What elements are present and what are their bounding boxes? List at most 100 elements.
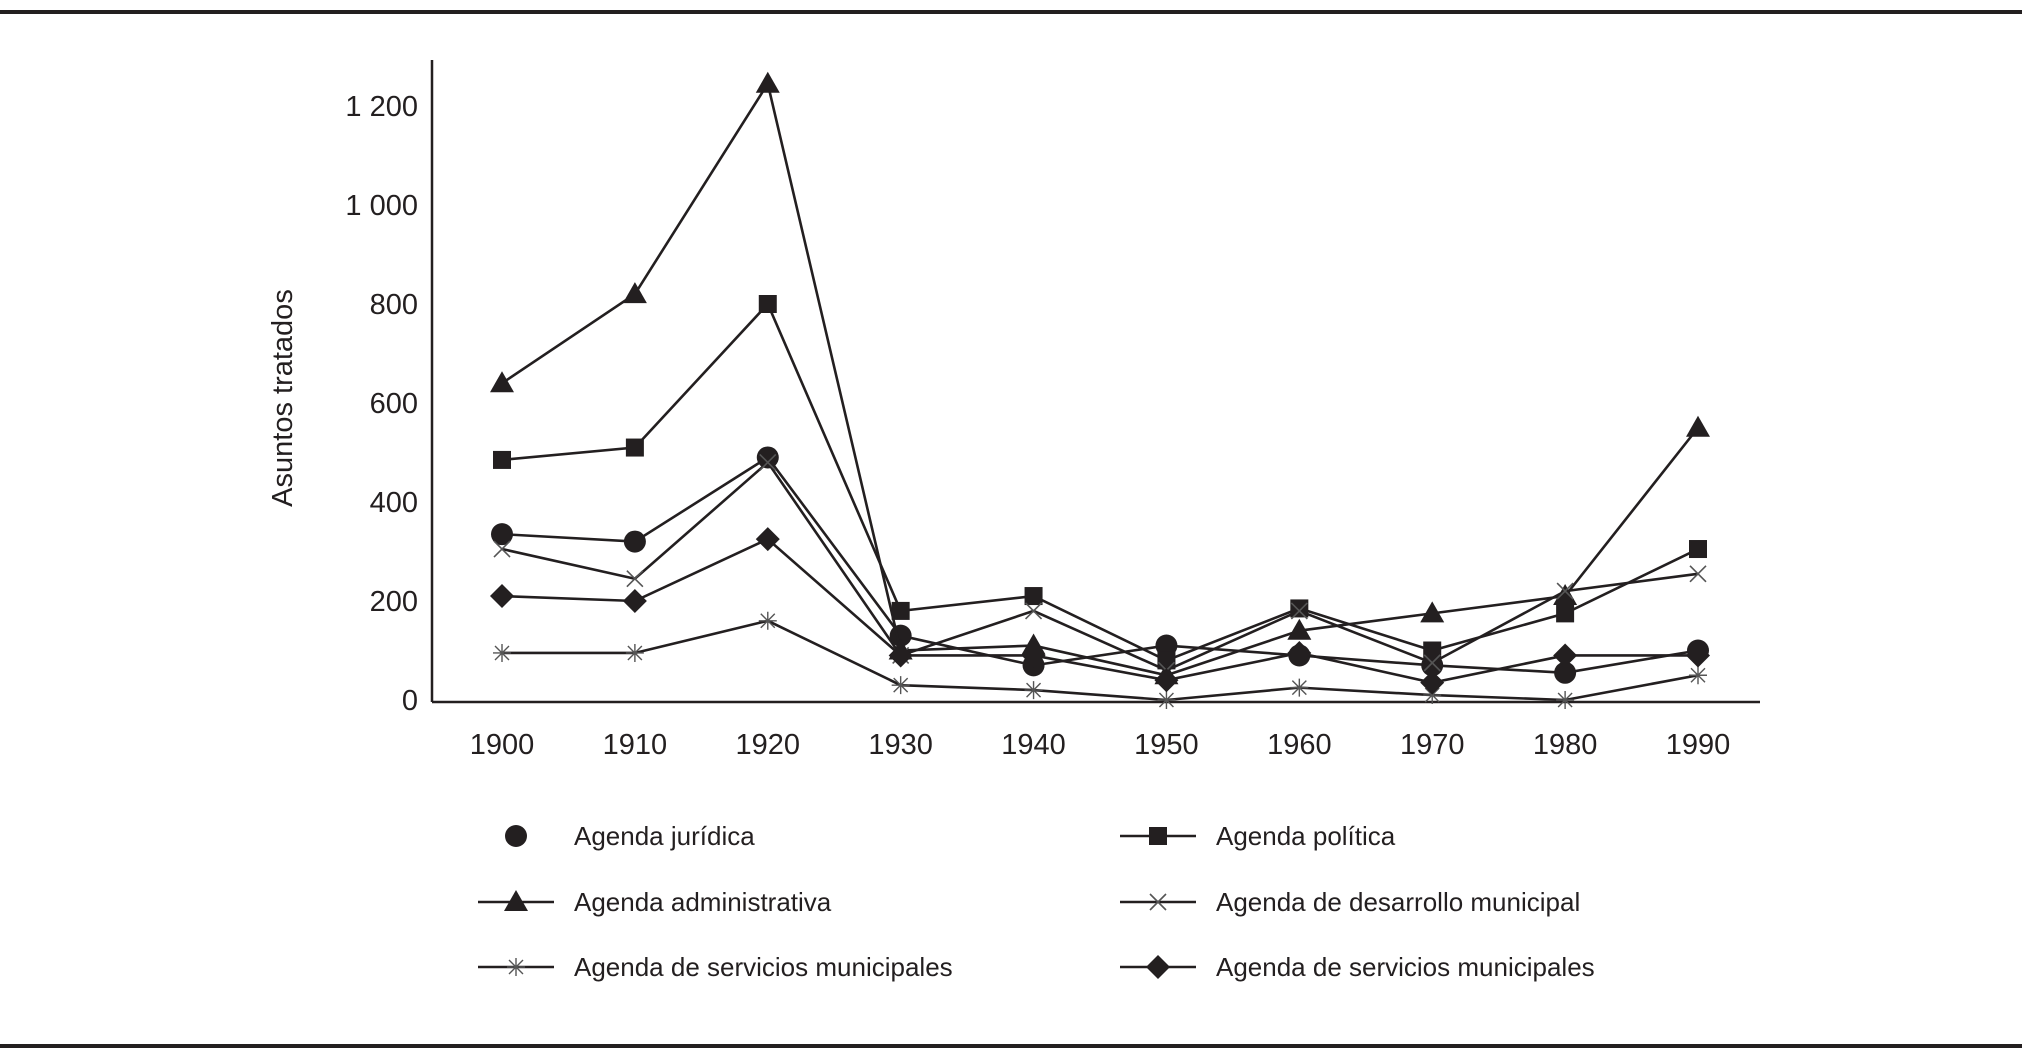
data-point-x [626,570,644,588]
data-point-square [493,450,511,469]
top-rule [0,10,2022,14]
y-tick-label: 200 [370,586,418,618]
legend-label: Agenda jurídica [574,821,755,851]
series-diamond [490,527,1710,695]
data-point-square [1689,540,1707,559]
data-point-triangle [1686,415,1710,437]
data-point-asterisk [493,643,511,662]
y-tick-label: 1 000 [345,190,418,222]
y-tick-label: 600 [370,388,418,420]
series-line [501,537,1698,685]
x-tick-label: 1970 [1400,729,1465,761]
x-tick-label: 1950 [1134,729,1199,761]
legend-item: Agenda de desarrollo municipal [1120,887,1580,917]
series-circle [491,446,1709,684]
y-tick-label: 0 [402,685,418,717]
data-point-x [1689,565,1707,583]
data-point-circle [756,446,779,469]
data-point-triangle [622,282,647,304]
legend-item: Agenda jurídica [505,821,755,851]
data-point-diamond [1553,643,1578,668]
legend-label: Agenda administrativa [574,887,832,917]
legend-marker-circle [505,825,527,847]
legend-marker-asterisk [507,958,525,976]
data-point-asterisk [625,643,644,662]
series-triangle [490,71,1710,685]
data-point-square [625,438,644,457]
x-tick-label: 1910 [603,729,668,761]
x-tick-label: 1930 [868,729,933,761]
data-point-triangle [755,71,780,93]
x-tick-label: 1990 [1666,729,1731,761]
data-point-square [758,295,777,313]
data-point-diamond [490,584,514,609]
data-point-diamond [755,527,780,552]
legend-label: Agenda de servicios municipales [1216,952,1595,982]
legend-item: Agenda de servicios municipales [1120,952,1595,982]
data-point-triangle [490,371,514,393]
data-point-diamond [1021,643,1046,668]
data-point-asterisk [1423,686,1442,705]
data-point-square [891,601,910,620]
x-tick-label: 1900 [470,729,535,761]
series-square [493,295,1707,670]
data-point-circle [1155,634,1178,657]
y-axis-ticks: 0 200 400 600 800 1 000 1 200 [345,91,418,717]
data-point-diamond [1154,668,1179,693]
legend-marker-diamond [1146,955,1170,979]
x-tick-label: 1920 [736,729,801,761]
data-point-asterisk [1556,691,1575,709]
legend-item: Agenda política [1120,821,1396,851]
series-asterisk [493,611,1707,709]
data-point-asterisk [891,676,910,695]
data-point-x [1556,582,1574,600]
bottom-rule [0,1044,2022,1048]
data-point-circle [623,530,646,553]
series-line [501,80,1700,677]
y-tick-label: 1 200 [345,91,418,123]
legend-marker-x [1149,893,1167,911]
legend-label: Agenda de desarrollo municipal [1216,887,1580,917]
x-tick-label: 1960 [1267,729,1332,761]
series-group [490,71,1710,709]
data-point-x [1024,602,1043,620]
data-point-diamond [1420,670,1445,695]
data-point-asterisk [1024,681,1043,700]
series-line [501,460,1699,672]
legend-label: Agenda de servicios municipales [574,952,953,982]
data-point-x [1423,654,1441,672]
series-x [493,453,1707,679]
series-line [502,619,1699,702]
data-point-triangle [1287,618,1312,640]
data-point-circle [1554,661,1577,684]
data-point-square [1556,604,1575,623]
legend-item: Agenda administrativa [478,887,832,917]
legend-label: Agenda política [1216,821,1396,851]
data-point-diamond [622,589,647,613]
data-point-square [1423,641,1442,660]
x-tick-label: 1980 [1533,729,1598,761]
data-point-x [759,453,777,471]
data-point-asterisk [1689,666,1707,685]
x-tick-label: 1940 [1001,729,1066,761]
data-point-diamond [1287,640,1312,665]
y-axis-title: Asuntos tratados [267,289,299,507]
data-point-triangle [1420,601,1445,623]
legend-item: Agenda de servicios municipales [478,952,953,982]
data-point-circle [491,523,513,546]
x-axis-ticks: 1900 1910 1920 1930 1940 1950 1960 1970 1980 1990 [470,729,1731,761]
legend-marker-square [1149,827,1167,845]
data-point-triangle [1553,584,1578,606]
y-tick-label: 800 [370,289,418,321]
data-point-diamond [1686,643,1710,668]
series-line [501,301,1699,662]
data-point-square [1024,587,1043,606]
data-point-asterisk [1157,691,1176,709]
chart-axes [430,60,1760,704]
data-point-asterisk [1290,678,1309,697]
legend-marker-triangle [504,890,528,911]
data-point-x [493,540,511,558]
data-point-diamond [888,643,913,668]
data-point-asterisk [758,611,777,630]
